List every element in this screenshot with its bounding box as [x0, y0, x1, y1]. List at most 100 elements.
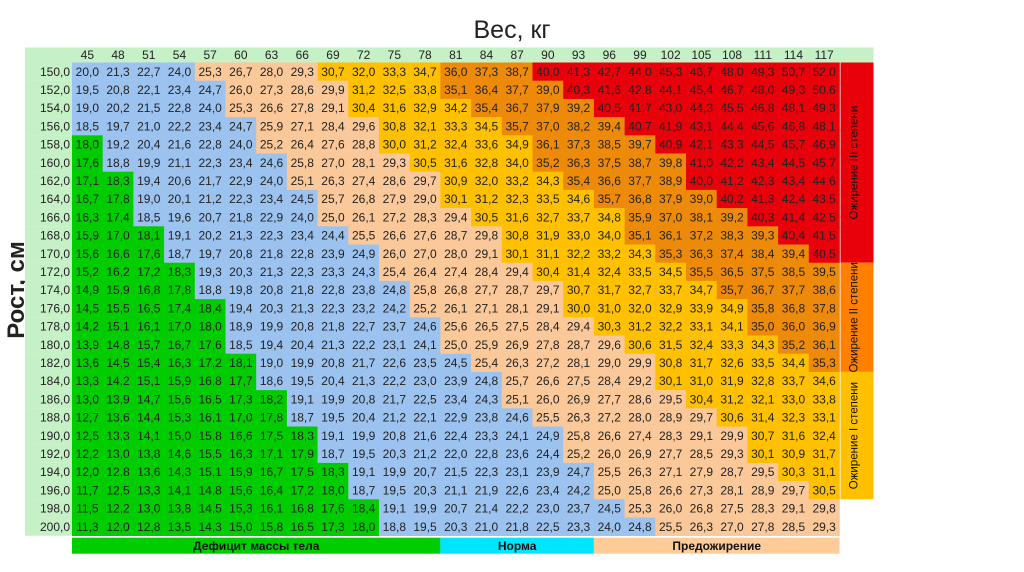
- bmi-value: 11,3: [76, 520, 99, 534]
- bmi-cell: [409, 226, 441, 245]
- bmi-value: 24,8: [475, 374, 499, 388]
- bmi-value: 40,2: [720, 192, 744, 206]
- bmi-cell: [716, 262, 748, 282]
- height-header-cell: [25, 135, 72, 154]
- bmi-value: 15,9: [168, 374, 192, 388]
- bmi-value: 30,8: [659, 356, 683, 370]
- bmi-cell: [501, 390, 533, 409]
- bmi-value: 28,7: [567, 338, 591, 352]
- bmi-value: 29,6: [352, 119, 376, 133]
- bmi-cell: [747, 353, 779, 373]
- bmi-value: 22,1: [413, 411, 437, 425]
- bmi-value: 34,7: [690, 283, 714, 297]
- bmi-value: 29,7: [413, 174, 437, 188]
- bmi-cell: [808, 481, 840, 500]
- height-header-cell: [25, 408, 72, 427]
- bmi-cell: [440, 408, 472, 427]
- bmi-value: 20,3: [383, 447, 407, 461]
- bmi-cell: [286, 481, 318, 500]
- bmi-value: 13,9: [106, 392, 130, 406]
- bmi-cell: [563, 244, 595, 263]
- bmi-cell: [348, 444, 380, 464]
- bmi-cell: [102, 171, 134, 191]
- bmi-value: 16,1: [137, 320, 161, 334]
- bmi-cell: [471, 462, 503, 482]
- bmi-value: 40,9: [659, 138, 683, 152]
- bmi-cell: [133, 390, 165, 409]
- bmi-value: 30,1: [659, 374, 683, 388]
- bmi-value: 19,9: [260, 320, 284, 334]
- bmi-cell: [409, 462, 441, 482]
- height-header: 168,0: [40, 229, 70, 243]
- bmi-value: 42,1: [690, 138, 714, 152]
- bmi-value: 36,7: [505, 101, 529, 115]
- bmi-value: 30,0: [567, 301, 591, 315]
- bmi-cell: [686, 62, 717, 81]
- chart-title: Вес, кг: [473, 16, 551, 44]
- bmi-cell: [286, 80, 318, 100]
- bmi-value: 16,7: [260, 465, 284, 479]
- bmi-value: 16,1: [260, 502, 284, 516]
- bmi-cell: [409, 189, 441, 209]
- bmi-cell: [72, 444, 103, 464]
- bmi-cell: [471, 189, 503, 209]
- bmi-value: 38,6: [812, 283, 836, 297]
- bmi-cell: [72, 408, 103, 427]
- bmi-cell: [778, 135, 810, 154]
- bmi-value: 30,6: [628, 338, 652, 352]
- bmi-value: 22,8: [291, 247, 315, 261]
- bmi-value: 16,5: [137, 301, 161, 315]
- bmi-value: 21,7: [383, 392, 407, 406]
- bmi-value: 29,5: [751, 465, 775, 479]
- height-header: 154,0: [40, 101, 70, 115]
- bmi-cell: [225, 153, 257, 172]
- bmi-cell: [133, 189, 165, 209]
- category-label-bottom: Предожирение: [672, 539, 761, 553]
- bmi-value: 11,5: [76, 502, 99, 516]
- bmi-cell: [164, 317, 196, 336]
- bmi-cell: [532, 371, 564, 391]
- bmi-value: 25,6: [444, 320, 468, 334]
- weight-header: 117: [815, 48, 834, 62]
- bmi-cell: [471, 408, 503, 427]
- bmi-cell: [624, 481, 656, 500]
- bmi-value: 24,7: [229, 119, 253, 133]
- bmi-cell: [593, 208, 625, 227]
- bmi-cell: [348, 171, 380, 191]
- height-header: 174,0: [40, 283, 70, 297]
- bmi-cell: [808, 408, 840, 427]
- bmi-value: 20,8: [352, 392, 376, 406]
- bmi-cell: [409, 390, 441, 409]
- bmi-cell: [747, 462, 779, 482]
- bmi-value: 17,5: [291, 465, 315, 479]
- bmi-value: 38,5: [782, 265, 806, 279]
- bmi-value: 33,3: [444, 119, 468, 133]
- bmi-value: 23,8: [475, 411, 499, 425]
- bmi-cell: [471, 335, 503, 354]
- bmi-cell: [563, 226, 595, 245]
- category-band-side: [840, 62, 874, 263]
- bmi-cell: [317, 135, 349, 154]
- bmi-cell: [440, 262, 472, 282]
- bmi-value: 27,0: [413, 247, 437, 261]
- bmi-value: 25,5: [659, 520, 683, 534]
- bmi-cell: [655, 408, 687, 427]
- height-header-cell: [25, 353, 72, 372]
- bmi-value: 37,0: [659, 210, 683, 224]
- bmi-cell: [778, 499, 810, 518]
- bmi-value: 19,3: [198, 265, 222, 279]
- bmi-value: 27,5: [567, 374, 591, 388]
- bmi-cell: [194, 353, 226, 373]
- bmi-value: 32,0: [352, 65, 376, 79]
- bmi-value: 30,9: [444, 174, 468, 188]
- bmi-value: 15,8: [198, 429, 222, 443]
- height-header: 158,0: [40, 138, 70, 152]
- bmi-cell: [256, 226, 288, 245]
- bmi-value: 22,1: [137, 83, 161, 97]
- height-header: 178,0: [40, 320, 70, 334]
- bmi-cell: [624, 262, 656, 282]
- bmi-value: 26,0: [383, 247, 407, 261]
- bmi-value: 27,4: [628, 429, 652, 443]
- bmi-cell: [471, 353, 503, 373]
